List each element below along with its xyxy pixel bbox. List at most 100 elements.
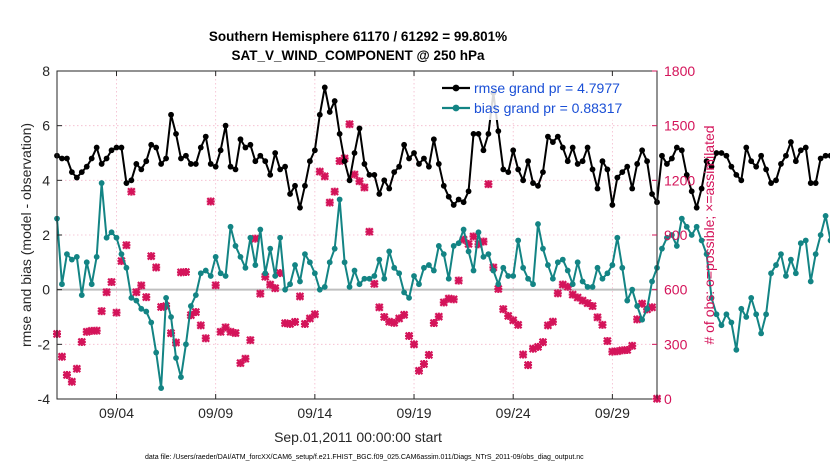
y-axis-right-ticks: 0 300 600 900 1200 1500 1800 [652,63,695,407]
bias-series-point [153,349,160,356]
rmse-series-point [331,98,338,104]
bias-series-point [173,355,179,361]
rmse-series-point [217,147,224,154]
y-right-tick-label: 1200 [664,172,695,188]
rmse-series-point [326,109,333,115]
obs-marker [102,288,111,297]
bias-series-point [237,253,244,260]
bias-series-point [802,237,809,244]
bias-series-point [530,281,536,288]
bias-series-point [564,267,571,274]
x-tick-label: 09/24 [496,405,531,421]
obs-marker [92,326,101,335]
bias-series-point [222,273,229,279]
obs-marker [72,364,82,373]
rmse-series-point [267,171,274,178]
obs-marker [598,320,607,330]
bias-series-point [703,251,710,258]
y-left-tick-label: 2 [42,227,50,243]
bias-series-point [421,264,427,271]
rmse-series-point [302,182,308,189]
obs-marker [325,198,334,207]
obs-marker [404,331,414,341]
bias-series-point [242,264,249,271]
rmse-series-point [396,163,403,170]
rmse-series-point [525,158,531,165]
y-left-tick-label: -2 [38,336,51,352]
bias-series-point [569,281,576,288]
rmse-series-point [778,161,784,167]
obs-marker [484,179,493,189]
bias-series-point [267,245,274,252]
obs-marker [588,301,597,311]
rmse-series-point [465,188,472,195]
bias-series-point [728,319,735,326]
rmse-series-point [406,155,412,162]
rmse-series-point [426,163,432,170]
bias-series-point [331,245,338,252]
rmse-series-point [440,182,447,189]
bias-series-point [668,232,675,238]
rmse-series-point [807,180,814,186]
bias-series-point [351,267,358,274]
obs-marker [290,317,300,327]
obs-marker [107,277,116,287]
rmse-series-point [450,202,457,208]
x-axis-label: Sep.01,2011 00:00:00 start [274,429,442,445]
grid [57,70,657,400]
legend: rmse grand pr = 4.7977 bias grand pr = 0… [438,76,652,120]
obs-marker [256,289,265,298]
y-axis-left-ticks: -4 -2 0 2 4 6 8 [38,63,62,407]
bias-series-point [480,253,487,260]
rmse-series-point [698,185,705,192]
rmse-series-point [629,185,636,192]
bias-series-point [649,278,655,285]
rmse-series-point [530,180,536,186]
legend-rmse-label: rmse grand pr = 4.7977 [474,80,620,96]
rmse-series-point [579,158,586,165]
rmse-series-point [108,147,115,154]
bias-series-point [485,251,492,258]
bias-series-point [128,294,135,301]
bias-series-point [465,248,472,255]
bias-series-point [232,243,239,249]
bias-series-point [554,259,561,266]
rmse-series-point [366,171,373,178]
bias-series-point [673,243,680,249]
bias-series-point [207,273,214,279]
rmse-series-point [505,169,512,176]
bias-series-point [73,253,80,260]
rmse-series-point [232,166,239,173]
bias-series-point [113,234,120,241]
rmse-series-point [659,152,665,159]
rmse-series-point [455,196,462,203]
bias-series-point [391,264,398,271]
obs-marker [350,170,359,179]
obs-marker [390,318,399,328]
rmse-series-point [83,163,90,170]
rmse-series-point [421,155,427,162]
bias-series-point [545,262,551,268]
obs-marker [122,241,131,250]
rmse-series-point [252,158,259,165]
bias-series-point [430,267,437,274]
bias-series-point [197,270,204,277]
bias-series-point [346,284,353,290]
obs-marker [499,304,508,314]
rmse-series-point [59,155,65,162]
rmse-series-point [237,136,244,143]
bias-series-point [103,234,110,241]
rmse-series-point [584,144,591,151]
rmse-series-point [351,150,358,156]
obs-marker [419,359,429,369]
bias-series-point [708,294,715,301]
rmse-series-point [401,141,408,148]
bias-series-point [411,273,417,279]
rmse-series-point [574,161,581,167]
rmse-series-point [321,84,328,91]
rmse-series-point [64,155,70,162]
bias-series-point [753,311,760,318]
obs-marker [97,306,106,316]
rmse-series-point [242,144,249,151]
rmse-series-point [649,191,655,197]
